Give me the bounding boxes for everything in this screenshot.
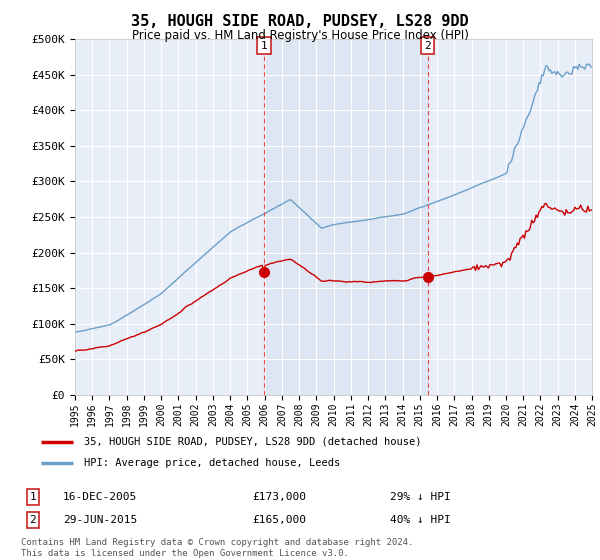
Text: HPI: Average price, detached house, Leeds: HPI: Average price, detached house, Leed… (84, 458, 340, 468)
Text: 1: 1 (260, 41, 267, 50)
Text: Contains HM Land Registry data © Crown copyright and database right 2024.: Contains HM Land Registry data © Crown c… (21, 538, 413, 547)
Text: 29-JUN-2015: 29-JUN-2015 (63, 515, 137, 525)
Text: 29% ↓ HPI: 29% ↓ HPI (390, 492, 451, 502)
Text: £165,000: £165,000 (252, 515, 306, 525)
Text: 1: 1 (29, 492, 37, 502)
Text: 2: 2 (424, 41, 431, 50)
Text: 35, HOUGH SIDE ROAD, PUDSEY, LS28 9DD (detached house): 35, HOUGH SIDE ROAD, PUDSEY, LS28 9DD (d… (84, 437, 421, 447)
Text: £173,000: £173,000 (252, 492, 306, 502)
Text: 2: 2 (29, 515, 37, 525)
Text: 40% ↓ HPI: 40% ↓ HPI (390, 515, 451, 525)
Text: 35, HOUGH SIDE ROAD, PUDSEY, LS28 9DD: 35, HOUGH SIDE ROAD, PUDSEY, LS28 9DD (131, 14, 469, 29)
Text: 16-DEC-2005: 16-DEC-2005 (63, 492, 137, 502)
Text: Price paid vs. HM Land Registry's House Price Index (HPI): Price paid vs. HM Land Registry's House … (131, 29, 469, 42)
Bar (264, 39, 428, 395)
Text: This data is licensed under the Open Government Licence v3.0.: This data is licensed under the Open Gov… (21, 549, 349, 558)
